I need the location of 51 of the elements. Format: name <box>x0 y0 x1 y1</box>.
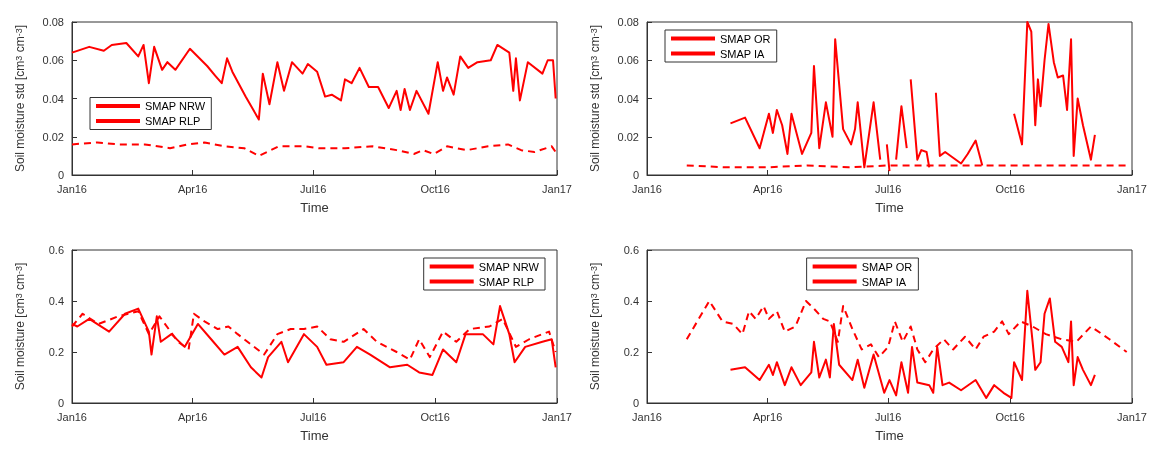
y-tick-label: 0.08 <box>42 16 64 28</box>
y-tick-label: 0 <box>632 396 639 409</box>
x-tick-label: Jul16 <box>300 182 327 195</box>
y-tick-label: 0.2 <box>623 345 639 358</box>
legend-label: SMAP OR <box>861 260 913 272</box>
x-tick-label: Oct16 <box>995 182 1025 195</box>
x-tick-label: Jan17 <box>542 182 572 195</box>
x-tick-label: Apr16 <box>177 410 208 422</box>
y-tick-label: 0 <box>632 169 639 181</box>
x-tick-label: Jan17 <box>542 410 572 422</box>
y-tick-label: 0 <box>57 396 64 409</box>
x-tick-label: Oct16 <box>995 410 1025 422</box>
x-tick-label: Oct16 <box>420 182 450 195</box>
y-tick-label: 0.4 <box>623 294 639 307</box>
legend-label: SMAP RLP <box>145 115 201 127</box>
y-tick-label: 0.6 <box>48 243 64 256</box>
x-tick-label: Jan16 <box>57 410 87 422</box>
x-tick-label: Apr16 <box>752 410 783 422</box>
y-tick-label: 0 <box>57 169 64 181</box>
x-axis-title: Time <box>875 200 904 215</box>
x-axis-title: Time <box>300 427 329 443</box>
line-series <box>71 141 557 157</box>
x-tick-label: Jul16 <box>875 410 902 422</box>
legend-label: SMAP IA <box>720 47 766 60</box>
x-tick-label: Jan16 <box>632 410 662 422</box>
x-tick-label: Jan16 <box>57 182 87 195</box>
y-tick-label: 0.06 <box>617 54 639 67</box>
legend-label: SMAP RLP <box>478 275 535 287</box>
x-tick-label: Oct16 <box>420 410 450 422</box>
y-tick-label: 0.04 <box>42 92 64 105</box>
legend-label: SMAP NRW <box>145 100 206 112</box>
x-tick-label: Jan17 <box>1117 182 1147 195</box>
x-axis-title: Time <box>300 200 329 215</box>
x-tick-label: Apr16 <box>177 182 208 195</box>
x-tick-label: Jul16 <box>300 410 327 422</box>
x-tick-label: Jan16 <box>632 182 662 195</box>
legend-label: SMAP OR <box>720 32 771 45</box>
y-tick-label: 0.4 <box>48 294 64 307</box>
y-tick-label: 0.04 <box>617 92 639 105</box>
x-tick-label: Apr16 <box>752 182 783 195</box>
x-tick-label: Jul16 <box>875 182 902 195</box>
y-tick-label: 0.06 <box>42 54 64 67</box>
x-axis-title: Time <box>875 427 904 443</box>
y-tick-label: 0.02 <box>42 130 64 143</box>
y-tick-label: 0.08 <box>617 16 639 28</box>
legend-label: SMAP IA <box>861 275 907 287</box>
y-tick-label: 0.2 <box>48 345 64 358</box>
x-tick-label: Jan17 <box>1117 410 1147 422</box>
y-tick-label: 0.6 <box>623 243 639 256</box>
y-tick-label: 0.02 <box>617 130 639 143</box>
legend-label: SMAP NRW <box>478 260 540 272</box>
